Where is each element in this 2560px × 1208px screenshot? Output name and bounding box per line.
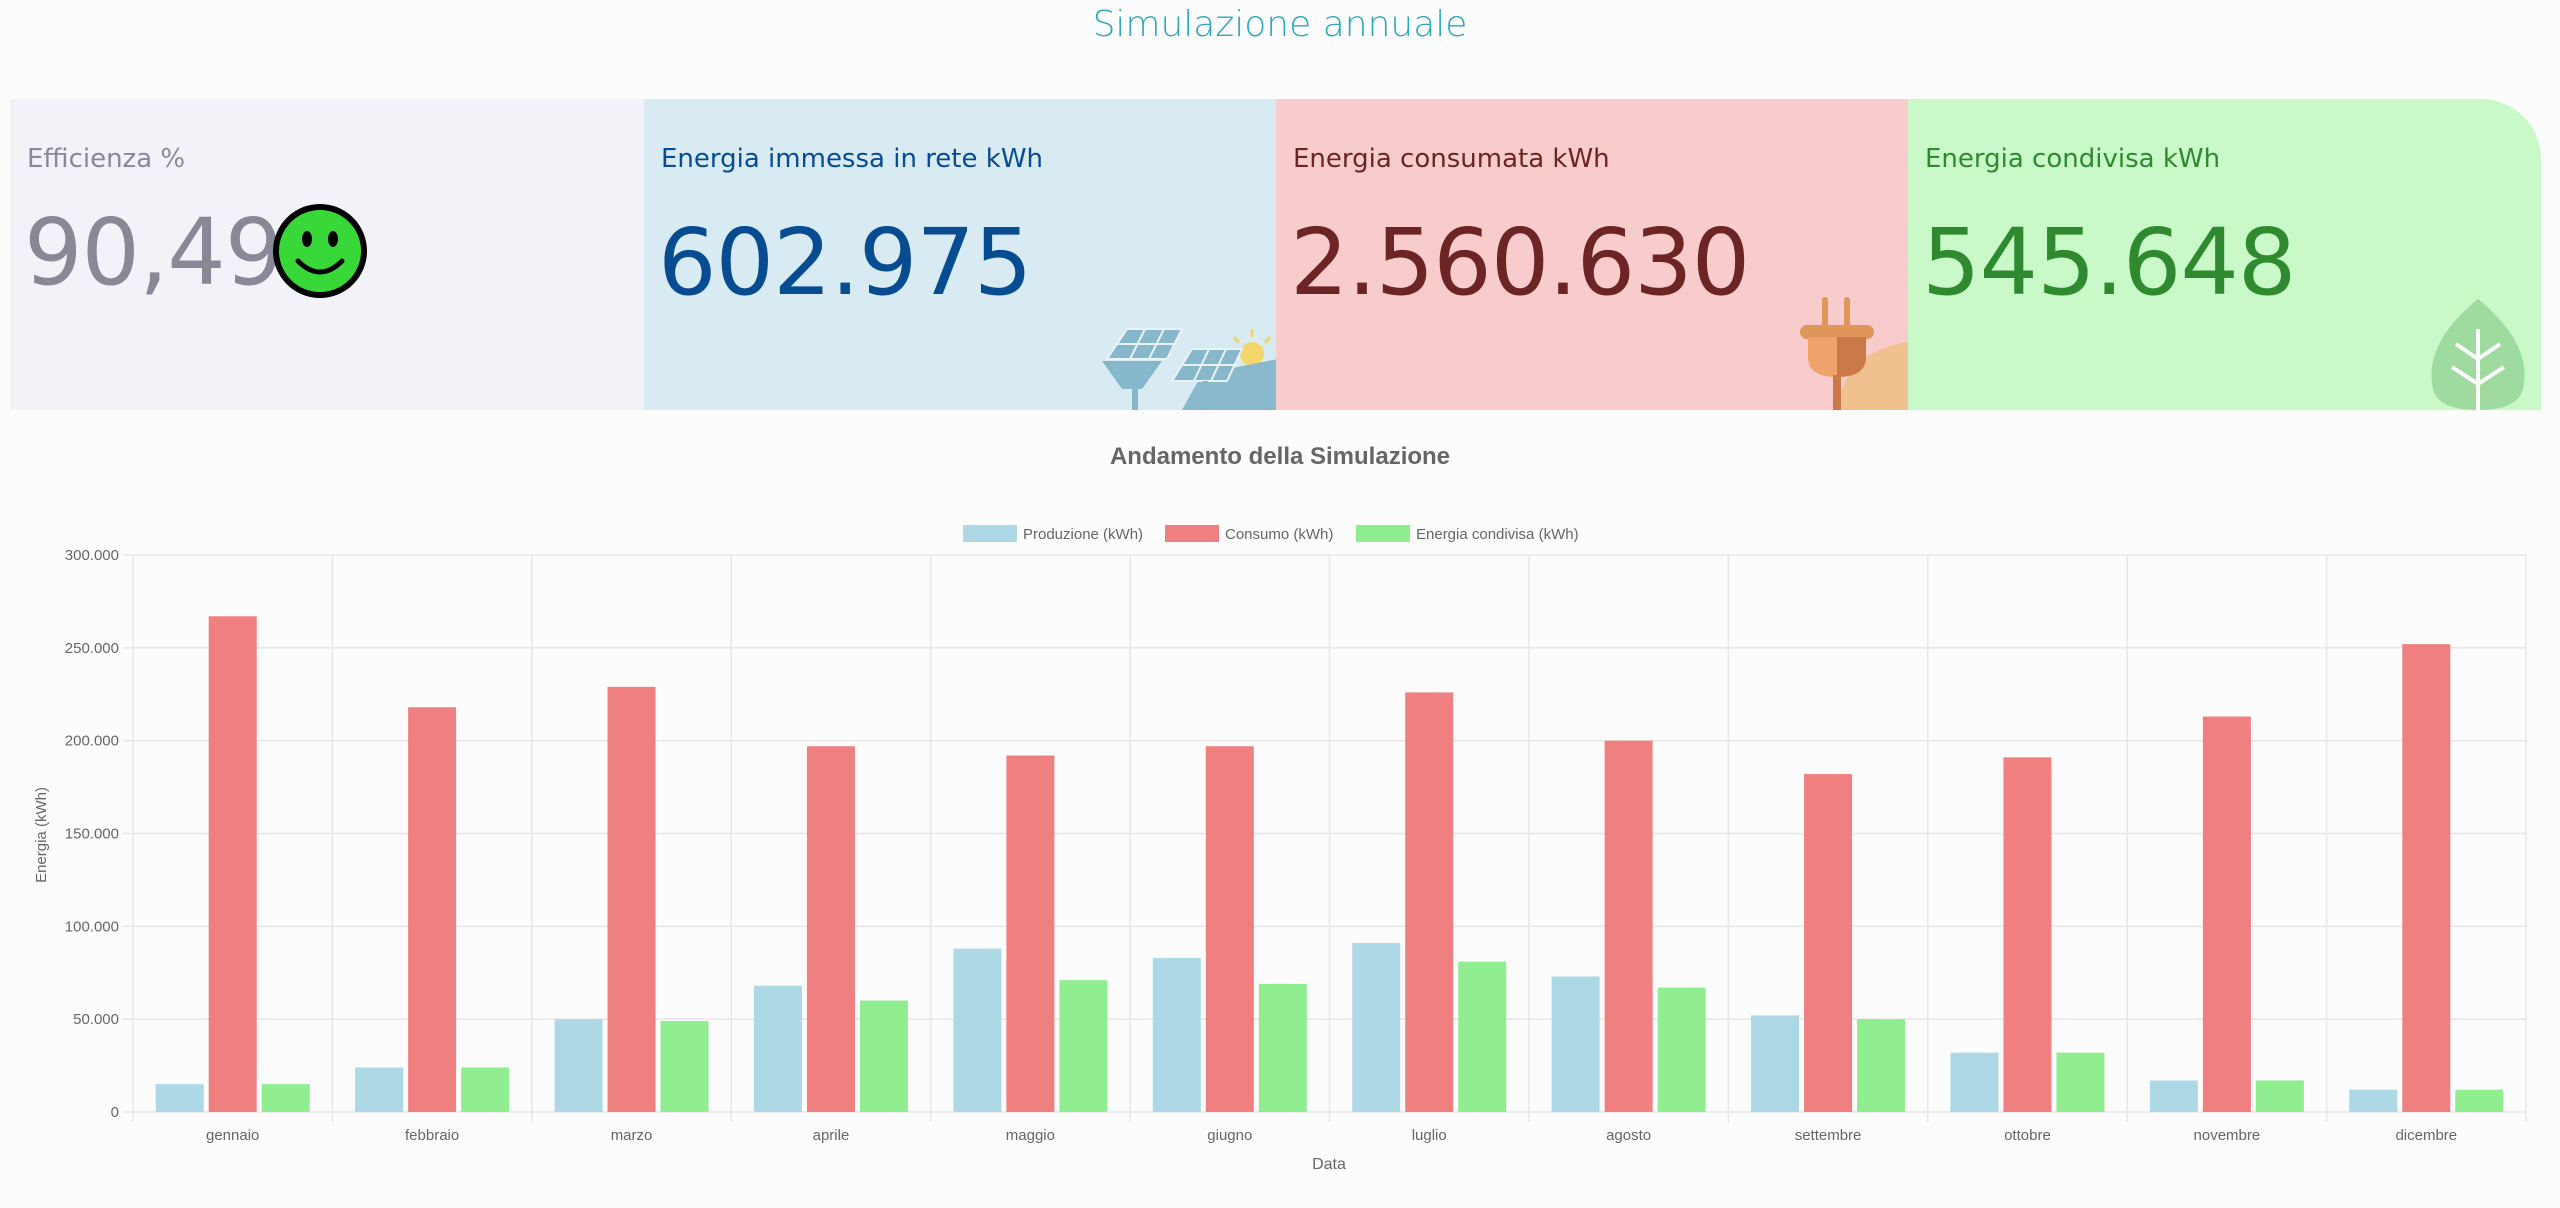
x-tick-label: dicembre (2395, 1127, 2457, 1144)
legend-swatch[interactable] (963, 525, 1017, 542)
bar-produzione[interactable] (2149, 1080, 2198, 1112)
bar-produzione[interactable] (1352, 943, 1401, 1112)
y-tick-label: 300.000 (65, 547, 119, 564)
x-tick-label: luglio (1412, 1127, 1447, 1144)
injected-energy-card: Energia immessa in rete kWh 602.975 (644, 99, 1276, 410)
bar-consumo[interactable] (2202, 716, 2251, 1112)
simulation-chart: Andamento della Simulazione Produzione (… (0, 430, 2560, 1204)
bar-produzione[interactable] (554, 1019, 603, 1112)
bar-condivisa[interactable] (660, 1021, 709, 1112)
chart-bars (155, 616, 2504, 1112)
bar-condivisa[interactable] (1258, 983, 1307, 1112)
legend-swatch[interactable] (1356, 525, 1410, 542)
legend-label[interactable]: Consumo (kWh) (1225, 526, 1333, 543)
y-tick-label: 0 (111, 1104, 119, 1121)
bar-condivisa[interactable] (1857, 1019, 1906, 1112)
y-axis-label: Energia (kWh) (33, 787, 50, 883)
bar-consumo[interactable] (1205, 746, 1254, 1112)
efficiency-label: Efficienza % (27, 144, 186, 174)
x-tick-label: agosto (1606, 1127, 1651, 1144)
bar-produzione[interactable] (1152, 957, 1201, 1112)
bar-consumo[interactable] (1604, 740, 1653, 1112)
bar-consumo[interactable] (1804, 774, 1853, 1112)
legend-label[interactable]: Produzione (kWh) (1023, 526, 1143, 543)
bar-produzione[interactable] (355, 1067, 404, 1112)
y-tick-label: 250.000 (65, 640, 119, 657)
chart-canvas: Andamento della Simulazione Produzione (… (33, 443, 2527, 1173)
solar-panel-icon (1102, 328, 1276, 410)
bar-produzione[interactable] (155, 1084, 204, 1112)
y-tick-label: 50.000 (73, 1011, 119, 1028)
bar-condivisa[interactable] (261, 1084, 310, 1112)
x-tick-label: novembre (2194, 1127, 2261, 1144)
bar-condivisa[interactable] (2056, 1052, 2105, 1112)
bar-condivisa[interactable] (859, 1000, 908, 1112)
bar-produzione[interactable] (1751, 1015, 1800, 1112)
shared-energy-card: Energia condivisa kWh 545.648 (1908, 99, 2541, 410)
bar-consumo[interactable] (1006, 755, 1055, 1112)
page-title: Simulazione annuale (1092, 4, 1468, 45)
y-tick-label: 100.000 (65, 918, 119, 935)
bar-condivisa[interactable] (1059, 980, 1108, 1112)
efficiency-card: Efficienza % 90,49 (10, 99, 644, 410)
bar-consumo[interactable] (806, 746, 855, 1112)
summary-cards: Efficienza % 90,49 Energia immessa in re… (10, 99, 2541, 410)
y-tick-label: 200.000 (65, 733, 119, 750)
bar-condivisa[interactable] (1458, 961, 1507, 1112)
x-tick-label: febbraio (405, 1127, 459, 1144)
x-tick-label: ottobre (2004, 1127, 2051, 1144)
x-tick-label: maggio (1006, 1127, 1055, 1144)
x-tick-label: settembre (1795, 1127, 1862, 1144)
legend-label[interactable]: Energia condivisa (kWh) (1416, 526, 1579, 543)
x-tick-label: gennaio (206, 1127, 259, 1144)
x-tick-label: marzo (611, 1127, 653, 1144)
chart-title: Andamento della Simulazione (1110, 443, 1450, 470)
bar-consumo[interactable] (2402, 644, 2451, 1112)
bar-condivisa[interactable] (2455, 1089, 2504, 1112)
consumed-energy-card: Energia consumata kWh 2.560.630 (1276, 99, 1908, 410)
bar-consumo[interactable] (208, 616, 257, 1112)
consumed-energy-value: 2.560.630 (1290, 209, 1750, 316)
legend-swatch[interactable] (1165, 525, 1219, 542)
shared-energy-label: Energia condivisa kWh (1925, 144, 2221, 174)
chart-grid (123, 554, 2527, 1122)
x-axis-label: Data (1312, 1156, 1346, 1173)
plug-icon (1800, 297, 1908, 410)
x-tick-label: aprile (813, 1127, 850, 1144)
bar-consumo[interactable] (607, 686, 656, 1112)
bar-produzione[interactable] (2349, 1089, 2398, 1112)
injected-energy-value: 602.975 (658, 209, 1032, 316)
y-axis-ticks: 0 50.000 100.000 150.000 200.000 250.000 300.0… (65, 547, 119, 1121)
x-axis-ticks: gennaio febbraio marzo aprile maggio giugno lu… (206, 1127, 2457, 1144)
bar-produzione[interactable] (953, 948, 1002, 1112)
bar-produzione[interactable] (753, 985, 802, 1112)
x-tick-label: giugno (1207, 1127, 1252, 1144)
injected-energy-label: Energia immessa in rete kWh (661, 144, 1044, 174)
bar-produzione[interactable] (1950, 1052, 1999, 1112)
leaf-icon (2431, 299, 2525, 410)
bar-produzione[interactable] (1551, 976, 1600, 1112)
bar-condivisa[interactable] (461, 1067, 510, 1112)
smiley-icon (273, 204, 367, 298)
bar-condivisa[interactable] (1657, 987, 1706, 1112)
consumed-energy-label: Energia consumata kWh (1293, 144, 1610, 174)
chart-legend: Produzione (kWh) Consumo (kWh) Energia con… (963, 525, 1579, 543)
bar-consumo[interactable] (408, 707, 457, 1112)
efficiency-value: 90,49 (24, 199, 283, 306)
shared-energy-value: 545.648 (1922, 209, 2296, 316)
bar-condivisa[interactable] (2255, 1080, 2304, 1112)
bar-consumo[interactable] (2003, 757, 2052, 1112)
bar-consumo[interactable] (1405, 692, 1454, 1112)
y-tick-label: 150.000 (65, 826, 119, 843)
